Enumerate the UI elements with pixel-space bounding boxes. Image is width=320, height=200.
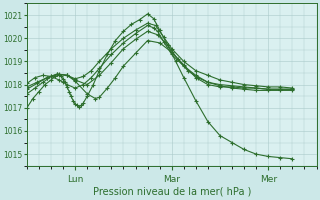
X-axis label: Pression niveau de la mer( hPa ): Pression niveau de la mer( hPa ) (92, 187, 251, 197)
